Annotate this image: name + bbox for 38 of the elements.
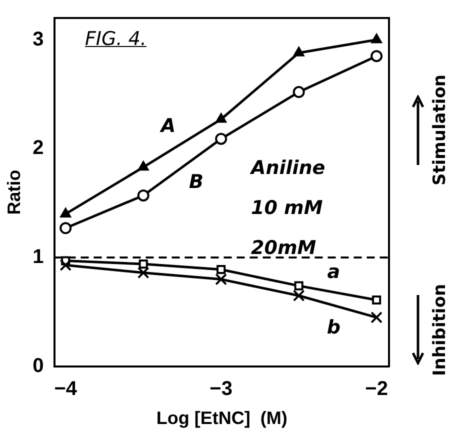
series-label: b <box>326 316 340 338</box>
point <box>137 189 150 202</box>
y-tick-label: 0 <box>32 354 44 377</box>
annotation: 20mM <box>250 236 318 261</box>
x-tick-label: −4 <box>54 378 78 400</box>
x-axis-title: Log [EtNC] (M) <box>156 408 288 428</box>
x-tick-label: −2 <box>365 378 388 400</box>
point <box>370 311 383 324</box>
point <box>60 222 72 234</box>
point <box>215 273 228 286</box>
point <box>216 264 226 274</box>
point <box>370 50 383 62</box>
point <box>216 113 226 123</box>
y-axis-title: Ratio <box>4 170 24 215</box>
text: Stimulation <box>430 74 450 186</box>
annotation: Aniline <box>248 156 326 181</box>
text: Inhibition <box>430 284 450 376</box>
point <box>137 266 150 279</box>
point <box>294 281 304 290</box>
annotation: 10 mM <box>250 196 324 221</box>
series-label: a <box>327 260 340 283</box>
point <box>292 86 305 98</box>
point <box>60 208 71 218</box>
point <box>293 46 304 56</box>
series-label: B <box>188 171 204 194</box>
series-label: A <box>158 115 176 138</box>
point <box>60 259 72 272</box>
point <box>138 260 148 269</box>
y-tick-label: 2 <box>32 137 44 160</box>
point <box>372 295 382 305</box>
point <box>371 34 382 44</box>
y-tick-label: 3 <box>32 28 44 50</box>
point <box>292 290 305 302</box>
point <box>138 161 149 171</box>
x-tick-label: −3 <box>210 378 232 400</box>
y-tick-label: 1 <box>32 246 44 268</box>
text: FIG. 4. <box>85 28 146 50</box>
point <box>215 132 228 145</box>
